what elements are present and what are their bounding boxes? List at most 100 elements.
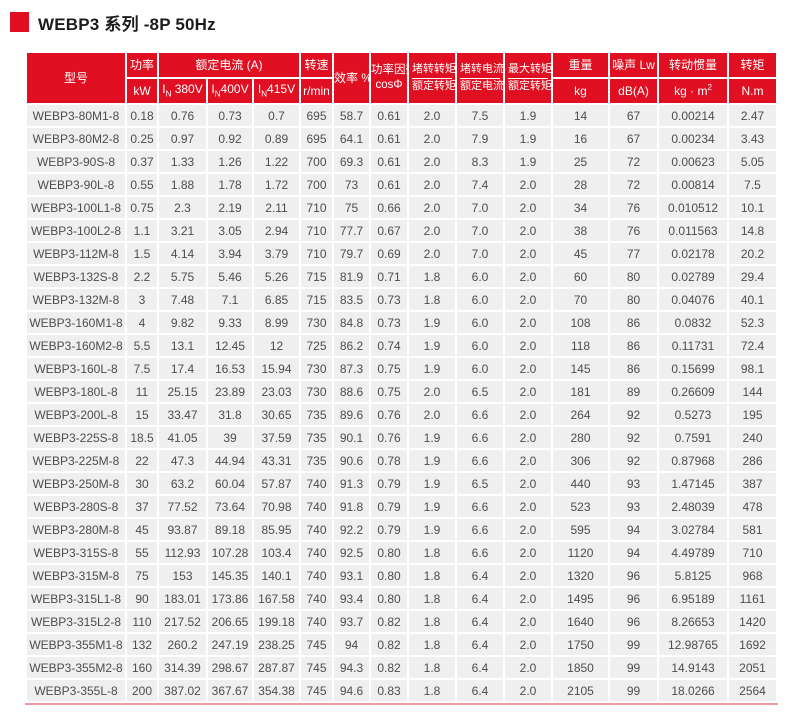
cell-model: WEBP3-315L2-8 [27, 611, 125, 632]
cell-locked-torque-ratio: 2.0 [409, 105, 456, 126]
cell-noise: 80 [610, 266, 658, 287]
cell-locked-current-ratio: 7.0 [457, 220, 504, 241]
cell-torque: 7.5 [729, 174, 777, 195]
header-row-top: 型号 功率 额定电流 (A) 转速 效率 % 功率因数 cosΦ 堵转转矩 额定… [27, 53, 777, 103]
table-row: WEBP3-80M2-8 0.25 0.97 0.92 0.89 695 64.1 0.6… [27, 128, 777, 149]
table-row: WEBP3-250M-8 30 63.2 60.04 57.87 740 91.3 0.7… [27, 473, 777, 494]
cell-noise: 99 [610, 680, 658, 701]
cell-current-380v: 217.52 [159, 611, 206, 632]
header-current-400v: IN400V [208, 79, 252, 103]
cell-inertia: 5.8125 [659, 565, 728, 586]
table-row: WEBP3-225M-8 22 47.3 44.94 43.31 735 90.6 0.7… [27, 450, 777, 471]
page-title: WEBP3 系列 -8P 50Hz [38, 14, 216, 34]
cell-speed: 730 [301, 312, 333, 333]
cell-speed: 735 [301, 427, 333, 448]
cell-torque: 98.1 [729, 358, 777, 379]
cell-model: WEBP3-355M2-8 [27, 657, 125, 678]
cell-speed: 740 [301, 473, 333, 494]
table-row: WEBP3-112M-8 1.5 4.14 3.94 3.79 710 79.7 0.69… [27, 243, 777, 264]
cell-current-400v: 5.46 [208, 266, 252, 287]
cell-current-415v: 0.89 [254, 128, 300, 149]
cell-max-torque-ratio: 2.0 [505, 450, 552, 471]
cell-current-380v: 183.01 [159, 588, 206, 609]
title-bar: WEBP3 系列 -8P 50Hz [10, 10, 790, 34]
cell-max-torque-ratio: 2.0 [505, 220, 552, 241]
cell-current-415v: 70.98 [254, 496, 300, 517]
cell-noise: 96 [610, 565, 658, 586]
cell-locked-torque-ratio: 1.9 [409, 358, 456, 379]
cell-efficiency: 90.1 [334, 427, 370, 448]
cell-power-kw: 1.1 [127, 220, 157, 241]
cell-max-torque-ratio: 2.0 [505, 404, 552, 425]
cell-current-415v: 5.26 [254, 266, 300, 287]
cell-torque: 52.3 [729, 312, 777, 333]
cell-power-kw: 3 [127, 289, 157, 310]
cell-inertia: 2.48039 [659, 496, 728, 517]
cell-current-380v: 387.02 [159, 680, 206, 701]
cell-locked-current-ratio: 6.4 [457, 565, 504, 586]
cell-weight: 38 [553, 220, 609, 241]
cell-weight: 280 [553, 427, 609, 448]
cell-max-torque-ratio: 2.0 [505, 611, 552, 632]
cell-max-torque-ratio: 2.0 [505, 174, 552, 195]
cell-power-kw: 160 [127, 657, 157, 678]
cell-model: WEBP3-80M1-8 [27, 105, 125, 126]
cell-torque: 2051 [729, 657, 777, 678]
cell-current-380v: 1.33 [159, 151, 206, 172]
header-max-torque-ratio: 最大转矩 额定转矩 [505, 53, 552, 103]
cell-current-400v: 31.8 [208, 404, 252, 425]
cell-inertia: 0.11731 [659, 335, 728, 356]
cell-model: WEBP3-250M-8 [27, 473, 125, 494]
cell-current-415v: 30.65 [254, 404, 300, 425]
cell-current-415v: 1.22 [254, 151, 300, 172]
cell-locked-torque-ratio: 1.8 [409, 588, 456, 609]
cell-inertia: 0.011563 [659, 220, 728, 241]
cell-power-factor: 0.79 [371, 496, 408, 517]
cell-current-400v: 23.89 [208, 381, 252, 402]
cell-efficiency: 83.5 [334, 289, 370, 310]
header-torque-label: 转矩 [729, 53, 777, 77]
header-rated-current-group: 额定电流 (A) [159, 53, 300, 77]
header-power-factor: 功率因数 cosΦ [371, 53, 408, 103]
cell-current-400v: 12.45 [208, 335, 252, 356]
cell-noise: 86 [610, 312, 658, 333]
header-speed-label: 转速 [301, 53, 333, 77]
cell-weight: 1495 [553, 588, 609, 609]
cell-model: WEBP3-90L-8 [27, 174, 125, 195]
cell-noise: 72 [610, 174, 658, 195]
cell-current-400v: 89.18 [208, 519, 252, 540]
cell-torque: 1161 [729, 588, 777, 609]
cell-current-380v: 33.47 [159, 404, 206, 425]
cell-inertia: 14.9143 [659, 657, 728, 678]
table-row: WEBP3-200L-8 15 33.47 31.8 30.65 735 89.6 0.7… [27, 404, 777, 425]
cell-inertia: 4.49789 [659, 542, 728, 563]
cell-torque: 1420 [729, 611, 777, 632]
cell-locked-torque-ratio: 1.8 [409, 289, 456, 310]
cell-max-torque-ratio: 2.0 [505, 542, 552, 563]
spec-table-header: 型号 功率 额定电流 (A) 转速 效率 % 功率因数 cosΦ 堵转转矩 额定… [27, 53, 777, 103]
cell-inertia: 18.0266 [659, 680, 728, 701]
cell-power-kw: 0.55 [127, 174, 157, 195]
cell-inertia: 0.00814 [659, 174, 728, 195]
cell-current-400v: 247.19 [208, 634, 252, 655]
cell-efficiency: 69.3 [334, 151, 370, 172]
cell-inertia: 0.010512 [659, 197, 728, 218]
cell-efficiency: 81.9 [334, 266, 370, 287]
cell-power-factor: 0.79 [371, 519, 408, 540]
cell-current-400v: 206.65 [208, 611, 252, 632]
cell-power-kw: 0.25 [127, 128, 157, 149]
cell-power-kw: 90 [127, 588, 157, 609]
cell-speed: 715 [301, 266, 333, 287]
cell-locked-torque-ratio: 2.0 [409, 243, 456, 264]
table-row: WEBP3-355M1-8 132 260.2 247.19 238.25 745 94… [27, 634, 777, 655]
header-power-label: 功率 [127, 53, 157, 77]
cell-current-380v: 112.93 [159, 542, 206, 563]
cell-model: WEBP3-315M-8 [27, 565, 125, 586]
cell-locked-current-ratio: 6.4 [457, 657, 504, 678]
cell-torque: 387 [729, 473, 777, 494]
cell-weight: 60 [553, 266, 609, 287]
cell-weight: 16 [553, 128, 609, 149]
cell-power-kw: 75 [127, 565, 157, 586]
cell-current-380v: 47.3 [159, 450, 206, 471]
cell-noise: 67 [610, 128, 658, 149]
